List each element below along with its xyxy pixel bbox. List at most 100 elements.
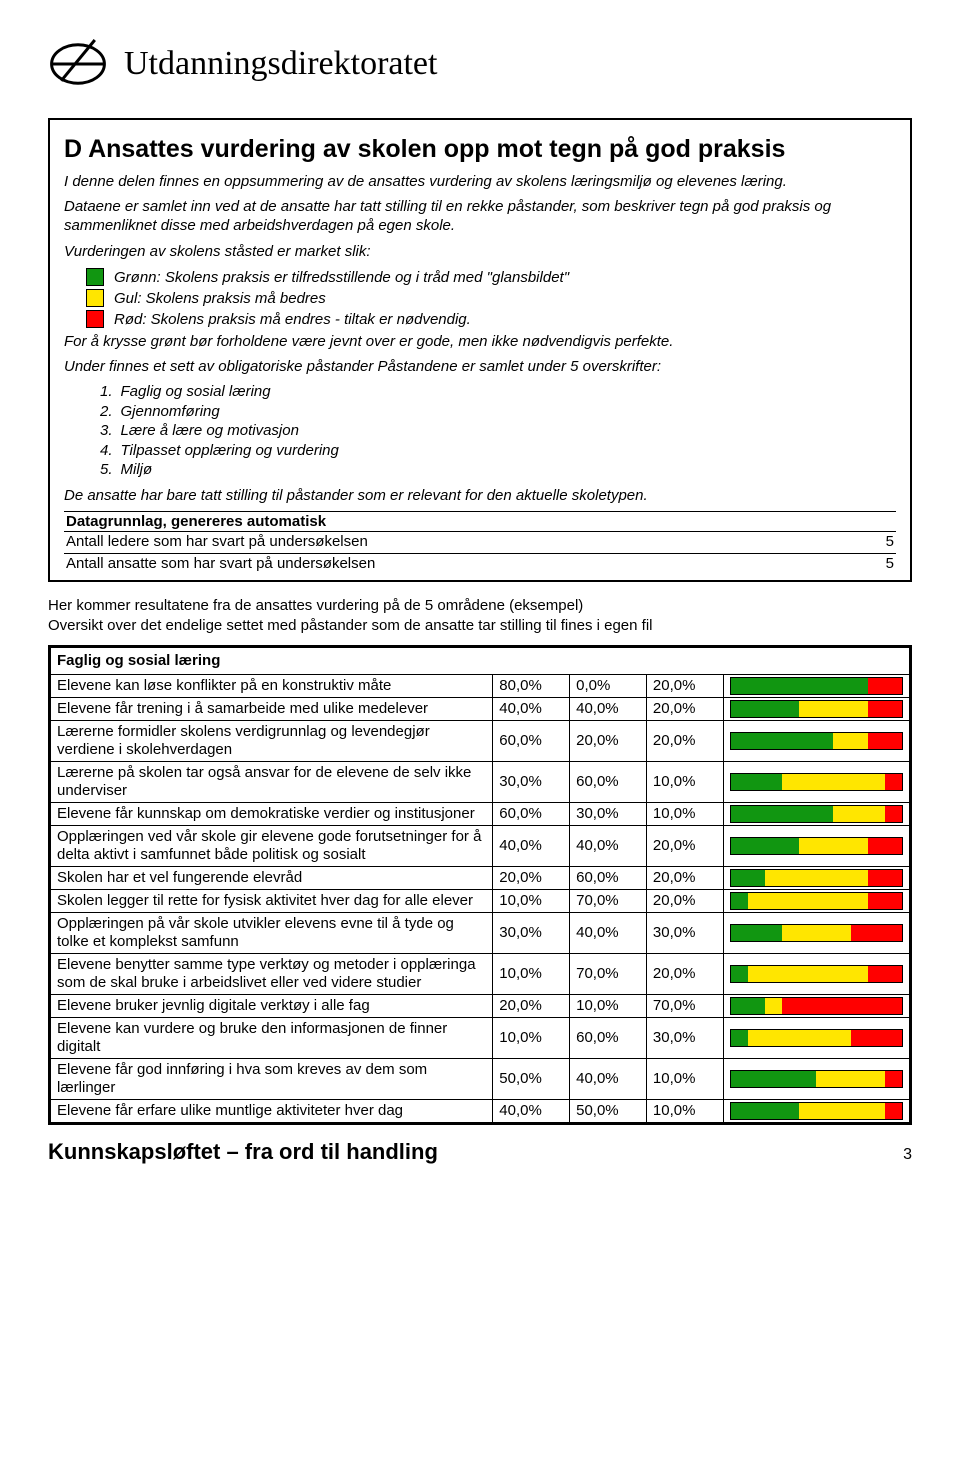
- pct-green: 60,0%: [493, 721, 570, 762]
- pct-red: 10,0%: [646, 1100, 723, 1123]
- table-row: Skolen legger til rette for fysisk aktiv…: [51, 890, 910, 913]
- pct-red: 20,0%: [646, 954, 723, 995]
- bar-cell: [723, 803, 909, 826]
- table-row: Elevene benytter samme type verktøy og m…: [51, 954, 910, 995]
- row-label: Elevene kan vurdere og bruke den informa…: [51, 1018, 493, 1059]
- bar-cell: [723, 762, 909, 803]
- legend-red-label: Rød: Skolens praksis må endres - tiltak …: [114, 309, 471, 330]
- intro-p3: Vurderingen av skolens ståsted er market…: [64, 242, 896, 261]
- pct-green: 60,0%: [493, 803, 570, 826]
- pct-green: 30,0%: [493, 913, 570, 954]
- table-row: Elevene bruker jevnlig digitale verktøy …: [51, 995, 910, 1018]
- headings-list: 1.Faglig og sosial læring 2.Gjennomførin…: [100, 382, 896, 480]
- brand-name: Utdanningsdirektoratet: [124, 45, 437, 83]
- swatch-yellow-icon: [86, 289, 104, 307]
- pct-green: 10,0%: [493, 954, 570, 995]
- mid2: Oversikt over det endelige settet med på…: [48, 616, 912, 636]
- legend-red: Rød: Skolens praksis må endres - tiltak …: [86, 309, 896, 330]
- row-label: Elevene får god innføring i hva som krev…: [51, 1059, 493, 1100]
- intro-p1: I denne delen finnes en oppsummering av …: [64, 172, 896, 191]
- bar-cell: [723, 995, 909, 1018]
- pct-red: 70,0%: [646, 995, 723, 1018]
- footer-page: 3: [903, 1146, 912, 1164]
- bar-cell: [723, 1059, 909, 1100]
- datagrunn-head: Datagrunnlag, genereres automatisk: [64, 511, 896, 531]
- intro-p5: Under finnes et sett av obligatoriske på…: [64, 357, 896, 376]
- datagrunn-row: Antall ansatte som har svart på undersøk…: [64, 553, 896, 575]
- datagrunn-row: Antall ledere som har svart på undersøke…: [64, 531, 896, 553]
- pct-red: 20,0%: [646, 867, 723, 890]
- bar-cell: [723, 826, 909, 867]
- pct-red: 20,0%: [646, 890, 723, 913]
- table-row: Elevene kan vurdere og bruke den informa…: [51, 1018, 910, 1059]
- pct-green: 40,0%: [493, 1100, 570, 1123]
- legend-yellow: Gul: Skolens praksis må bedres: [86, 288, 896, 309]
- row-label: Elevene får trening i å samarbeide med u…: [51, 698, 493, 721]
- legend-green-label: Grønn: Skolens praksis er tilfredsstille…: [114, 267, 569, 288]
- pct-yellow: 20,0%: [570, 721, 647, 762]
- stacked-bar-icon: [730, 773, 903, 791]
- stacked-bar-icon: [730, 1102, 903, 1120]
- row-label: Elevene kan løse konflikter på en konstr…: [51, 675, 493, 698]
- pct-red: 20,0%: [646, 675, 723, 698]
- pct-yellow: 70,0%: [570, 954, 647, 995]
- pct-yellow: 70,0%: [570, 890, 647, 913]
- dg2-value: 5: [886, 555, 894, 574]
- pct-red: 10,0%: [646, 803, 723, 826]
- bar-cell: [723, 867, 909, 890]
- row-label: Elevene får erfare ulike muntlige aktivi…: [51, 1100, 493, 1123]
- swatch-red-icon: [86, 310, 104, 328]
- swatch-green-icon: [86, 268, 104, 286]
- list-item: Gjennomføring: [121, 402, 220, 422]
- pct-yellow: 0,0%: [570, 675, 647, 698]
- dg1-label: Antall ledere som har svart på undersøke…: [66, 533, 368, 552]
- pct-yellow: 60,0%: [570, 1018, 647, 1059]
- stacked-bar-icon: [730, 837, 903, 855]
- results-table: Faglig og sosial læring Elevene kan løse…: [50, 647, 910, 1123]
- pct-yellow: 30,0%: [570, 803, 647, 826]
- section-title: D Ansattes vurdering av skolen opp mot t…: [64, 134, 896, 164]
- pct-yellow: 40,0%: [570, 1059, 647, 1100]
- dg2-label: Antall ansatte som har svart på undersøk…: [66, 555, 375, 574]
- intro-p4: For å krysse grønt bør forholdene være j…: [64, 332, 896, 351]
- stacked-bar-icon: [730, 732, 903, 750]
- stacked-bar-icon: [730, 892, 903, 910]
- pct-green: 10,0%: [493, 1018, 570, 1059]
- pct-yellow: 40,0%: [570, 913, 647, 954]
- bar-cell: [723, 1018, 909, 1059]
- table-row: Elevene får kunnskap om demokratiske ver…: [51, 803, 910, 826]
- pct-yellow: 10,0%: [570, 995, 647, 1018]
- row-label: Skolen har et vel fungerende elevråd: [51, 867, 493, 890]
- list-item: Miljø: [121, 460, 153, 480]
- row-label: Lærerne formidler skolens verdigrunnlag …: [51, 721, 493, 762]
- pct-yellow: 60,0%: [570, 762, 647, 803]
- bar-cell: [723, 954, 909, 995]
- legend: Grønn: Skolens praksis er tilfredsstille…: [86, 267, 896, 330]
- stacked-bar-icon: [730, 869, 903, 887]
- logo-icon: [48, 34, 108, 94]
- table-row: Opplæringen ved vår skole gir elevene go…: [51, 826, 910, 867]
- bar-cell: [723, 1100, 909, 1123]
- table-section-head: Faglig og sosial læring: [51, 648, 910, 675]
- table-row: Elevene får trening i å samarbeide med u…: [51, 698, 910, 721]
- mid1: Her kommer resultatene fra de ansattes v…: [48, 596, 912, 616]
- stacked-bar-icon: [730, 1070, 903, 1088]
- legend-yellow-label: Gul: Skolens praksis må bedres: [114, 288, 326, 309]
- pct-red: 10,0%: [646, 762, 723, 803]
- list-item: Tilpasset opplæring og vurdering: [121, 441, 339, 461]
- row-label: Opplæringen ved vår skole gir elevene go…: [51, 826, 493, 867]
- pct-yellow: 40,0%: [570, 826, 647, 867]
- intro-frame: D Ansattes vurdering av skolen opp mot t…: [48, 118, 912, 582]
- pct-yellow: 60,0%: [570, 867, 647, 890]
- table-row: Lærerne på skolen tar også ansvar for de…: [51, 762, 910, 803]
- row-label: Opplæringen på vår skole utvikler eleven…: [51, 913, 493, 954]
- table-row: Skolen har et vel fungerende elevråd 20,0…: [51, 867, 910, 890]
- table-row: Elevene kan løse konflikter på en konstr…: [51, 675, 910, 698]
- table-row: Elevene får erfare ulike muntlige aktivi…: [51, 1100, 910, 1123]
- pct-red: 20,0%: [646, 826, 723, 867]
- pct-red: 20,0%: [646, 721, 723, 762]
- stacked-bar-icon: [730, 924, 903, 942]
- footer: Kunnskapsløftet – fra ord til handling 3: [48, 1139, 912, 1165]
- bar-cell: [723, 675, 909, 698]
- row-label: Lærerne på skolen tar også ansvar for de…: [51, 762, 493, 803]
